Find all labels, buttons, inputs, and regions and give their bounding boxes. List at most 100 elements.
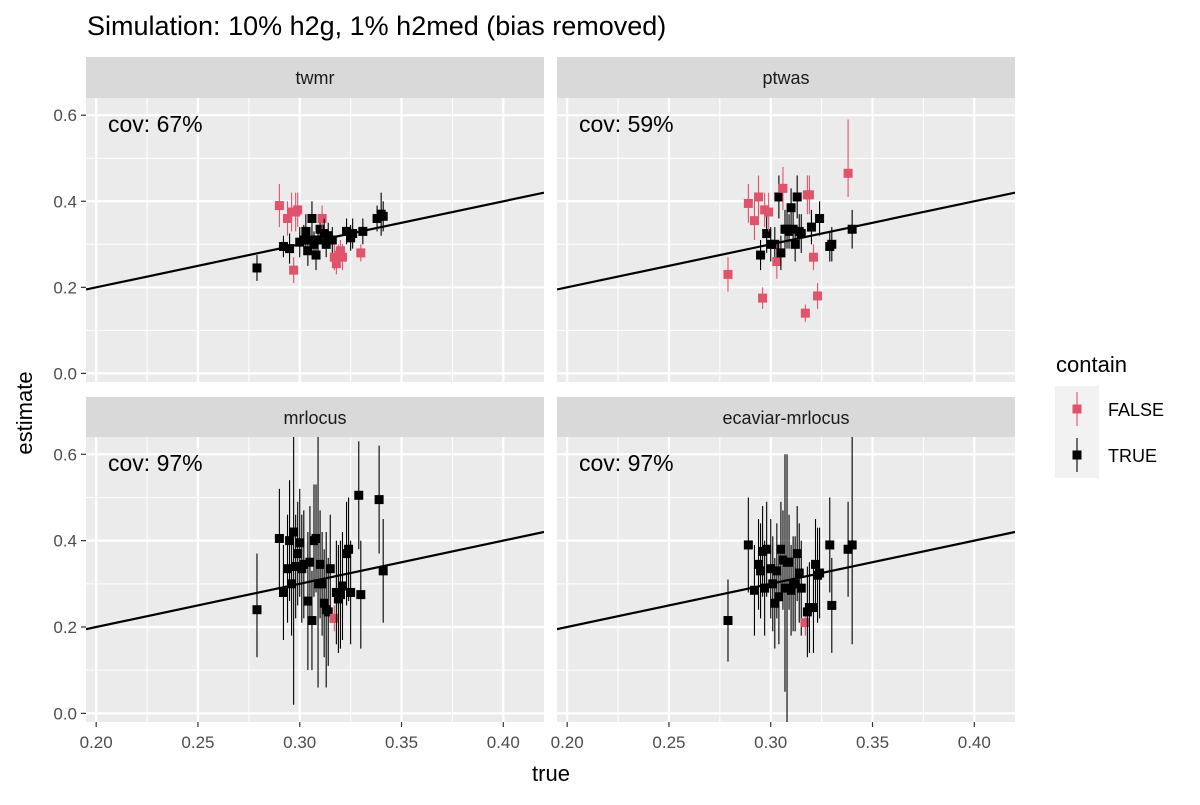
points xyxy=(723,437,857,722)
facet-label: ptwas xyxy=(762,68,809,88)
gridlines xyxy=(557,437,1015,722)
legend-item-true: TRUE xyxy=(1055,432,1157,478)
data-point xyxy=(344,544,354,554)
data-point xyxy=(335,590,345,600)
coverage-label: cov: 97% xyxy=(108,450,203,476)
facet-label: ecaviar-mrlocus xyxy=(722,408,849,428)
data-point xyxy=(311,533,321,543)
data-point xyxy=(847,224,857,234)
data-point xyxy=(749,585,759,595)
points xyxy=(252,437,388,705)
data-point xyxy=(788,224,798,234)
legend-item-false: FALSE xyxy=(1055,386,1164,432)
data-point xyxy=(756,566,766,576)
data-point xyxy=(319,598,329,608)
data-point xyxy=(796,583,806,593)
data-point xyxy=(766,564,776,574)
data-point xyxy=(792,192,802,202)
data-point xyxy=(378,566,388,576)
data-point xyxy=(325,564,335,574)
data-point xyxy=(786,585,796,595)
data-point xyxy=(374,495,384,505)
data-point xyxy=(252,605,262,615)
y-tick-label: 0.4 xyxy=(53,532,77,551)
panel-mrlocus: mrlocus cov: 97% 0.0 0.2 0.4 0.6 0.20 0.25 0.30 0… xyxy=(53,397,544,752)
data-point xyxy=(790,239,800,249)
data-point xyxy=(776,248,786,258)
points xyxy=(252,184,388,284)
data-point xyxy=(792,549,802,559)
data-point xyxy=(295,538,305,548)
data-point xyxy=(291,562,301,572)
data-point xyxy=(299,235,309,245)
data-point xyxy=(278,587,288,597)
panel-ptwas: ptwas cov: 59% xyxy=(557,57,1015,382)
data-point xyxy=(346,587,356,597)
data-point xyxy=(723,616,733,626)
x-tick-label: 0.40 xyxy=(487,733,520,752)
x-tick-label: 0.35 xyxy=(856,733,889,752)
data-point xyxy=(321,239,331,249)
y-tick-label: 0.2 xyxy=(53,278,77,297)
data-point xyxy=(313,235,323,245)
legend: contain FALSE TRUE xyxy=(1055,352,1164,478)
legend-key-point xyxy=(1072,404,1082,414)
data-point xyxy=(790,579,800,589)
x-tick-label: 0.30 xyxy=(754,733,787,752)
facet-label: mrlocus xyxy=(283,408,346,428)
data-point xyxy=(796,229,806,239)
data-point xyxy=(813,291,823,301)
data-point xyxy=(335,246,345,256)
data-point xyxy=(317,579,327,589)
y-axis-title: estimate xyxy=(12,371,37,454)
y-tick-label: 0.0 xyxy=(53,704,77,723)
data-point xyxy=(760,583,770,593)
x-tick-label: 0.30 xyxy=(283,733,316,752)
data-point xyxy=(283,213,293,223)
data-point xyxy=(323,607,333,617)
data-point xyxy=(749,216,759,226)
data-point xyxy=(293,205,303,215)
data-point xyxy=(756,250,766,260)
data-point xyxy=(770,239,780,249)
data-point xyxy=(283,564,293,574)
data-point xyxy=(780,583,790,593)
points xyxy=(723,119,857,322)
data-point xyxy=(764,207,774,217)
data-point xyxy=(356,590,366,600)
data-point xyxy=(305,557,315,567)
data-point xyxy=(337,252,347,262)
x-tick-label: 0.25 xyxy=(652,733,685,752)
data-point xyxy=(772,566,782,576)
data-point xyxy=(331,259,341,269)
x-tick-label: 0.35 xyxy=(385,733,418,752)
data-point xyxy=(337,581,347,591)
data-point xyxy=(778,183,788,193)
reference-line xyxy=(557,530,1015,631)
data-point xyxy=(356,248,366,258)
data-point xyxy=(800,308,810,318)
x-tick-label: 0.20 xyxy=(551,733,584,752)
chart-title: Simulation: 10% h2g, 1% h2med (bias remo… xyxy=(87,11,666,41)
coverage-label: cov: 67% xyxy=(108,111,203,137)
data-point xyxy=(794,568,804,578)
data-point xyxy=(774,192,784,202)
panels: twmr cov: 67% 0.0 0.2 0.4 0.6 ptwas cov: 59% mrl… xyxy=(53,57,1015,752)
x-tick-label: 0.40 xyxy=(958,733,991,752)
data-point xyxy=(743,198,753,208)
legend-title: contain xyxy=(1056,352,1127,377)
data-point xyxy=(754,192,764,202)
coverage-label: cov: 59% xyxy=(579,111,674,137)
data-point xyxy=(768,579,778,589)
facet-label: twmr xyxy=(296,68,335,88)
data-point xyxy=(317,213,327,223)
y-tick-label: 0.4 xyxy=(53,192,77,211)
data-point xyxy=(289,265,299,275)
data-point xyxy=(811,559,821,569)
facet-strip xyxy=(557,397,1015,437)
data-point xyxy=(806,222,816,232)
data-point xyxy=(815,568,825,578)
data-point xyxy=(354,490,364,500)
data-point xyxy=(293,549,303,559)
